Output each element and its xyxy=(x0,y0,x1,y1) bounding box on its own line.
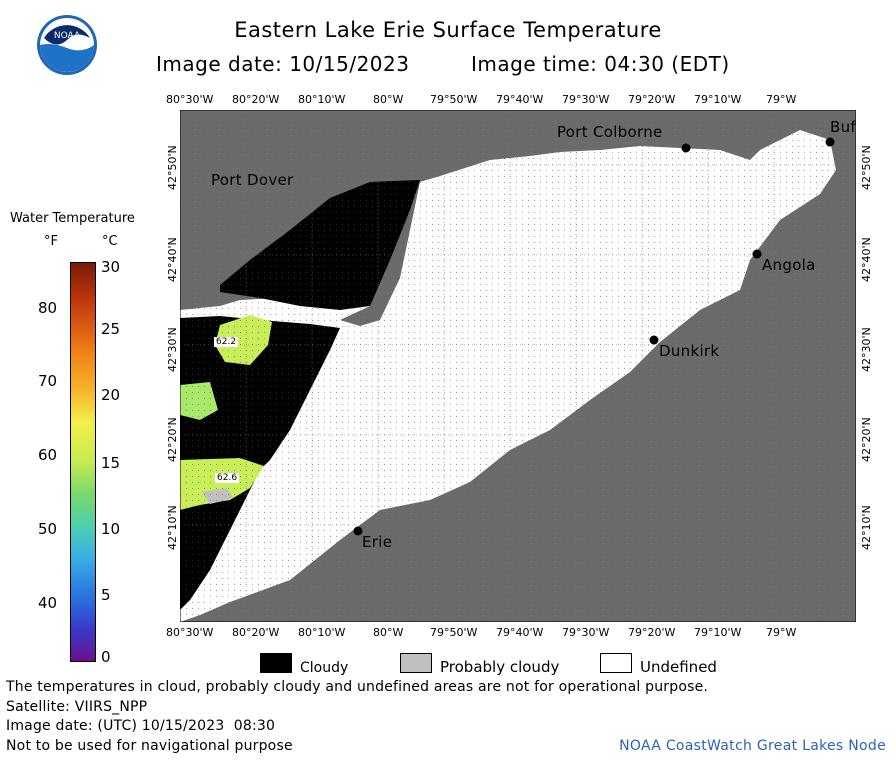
lon-label: 79°10'W xyxy=(694,626,742,639)
lon-label: 80°W xyxy=(373,626,404,639)
place-label-port-colborne: Port Colborne xyxy=(557,123,663,141)
scale-unit-f: °F xyxy=(44,234,58,249)
lon-label: 79°30'W xyxy=(562,626,610,639)
image-time: Image time: 04:30 (EDT) xyxy=(471,52,730,76)
legend-swatch-undefined xyxy=(600,653,632,673)
lon-label: 79°30'W xyxy=(562,93,610,106)
footer-disclaimer: The temperatures in cloud, probably clou… xyxy=(6,679,709,695)
lon-label: 80°W xyxy=(373,93,404,106)
lat-label: 42°10'N xyxy=(166,505,179,550)
lat-label: 42°20'N xyxy=(166,417,179,462)
temp-label: 62.2 xyxy=(214,337,239,347)
graticule xyxy=(180,110,856,622)
lon-label: 79°40'W xyxy=(496,626,544,639)
scale-unit-c: °C xyxy=(102,234,118,249)
lat-label: 42°50'N xyxy=(860,145,873,190)
lat-label: 42°50'N xyxy=(166,145,179,190)
lon-label: 79°20'W xyxy=(628,626,676,639)
lat-label: 42°40'N xyxy=(166,237,179,282)
lon-label: 79°20'W xyxy=(628,93,676,106)
temp-label: 62.6 xyxy=(215,473,240,483)
lake-map xyxy=(180,110,856,622)
place-label-buffalo: Buf xyxy=(830,118,856,136)
c-tick: 5 xyxy=(101,586,111,604)
f-tick: 70 xyxy=(38,372,58,390)
buffalo-marker xyxy=(825,137,835,147)
lon-label: 79°50'W xyxy=(430,93,478,106)
page-title: Eastern Lake Erie Surface Temperature xyxy=(234,18,662,42)
noaa-logo-text: NOAA xyxy=(54,31,81,41)
color-scale-bar xyxy=(70,262,96,662)
port-colborne-marker xyxy=(681,143,691,153)
f-tick: 80 xyxy=(38,299,58,317)
lon-label: 80°20'W xyxy=(232,93,280,106)
angola-marker xyxy=(752,249,762,259)
legend-label-undefined: Undefined xyxy=(640,658,717,676)
lon-label: 80°30'W xyxy=(166,93,214,106)
c-tick: 30 xyxy=(101,258,121,276)
noaa-logo: NOAA xyxy=(36,14,98,76)
legend-swatch-cloudy xyxy=(260,653,292,673)
lat-label: 42°40'N xyxy=(860,237,873,282)
erie-marker xyxy=(353,526,363,536)
legend-swatch-probably-cloudy xyxy=(400,653,432,673)
f-tick: 50 xyxy=(38,520,58,538)
place-label-angola: Angola xyxy=(762,256,816,274)
lon-label: 79°W xyxy=(766,626,797,639)
footer-credit: NOAA CoastWatch Great Lakes Node xyxy=(619,738,886,754)
legend-label-cloudy: Cloudy xyxy=(300,660,349,676)
c-tick: 0 xyxy=(101,648,111,666)
footer-satellite: Satellite: VIIRS_NPP xyxy=(6,699,148,715)
lat-label: 42°10'N xyxy=(860,505,873,550)
f-tick: 40 xyxy=(38,594,58,612)
place-label-dunkirk: Dunkirk xyxy=(659,342,720,360)
lon-label: 79°40'W xyxy=(496,93,544,106)
lon-label: 79°10'W xyxy=(694,93,742,106)
f-tick: 60 xyxy=(38,446,58,464)
c-tick: 10 xyxy=(101,520,121,538)
lon-label: 80°10'W xyxy=(298,626,346,639)
c-tick: 15 xyxy=(101,454,121,472)
lon-label: 79°50'W xyxy=(430,626,478,639)
scale-title: Water Temperature xyxy=(10,211,135,226)
lon-label: 79°W xyxy=(766,93,797,106)
place-label-port-dover: Port Dover xyxy=(211,171,294,189)
dunkirk-marker xyxy=(649,335,659,345)
image-date: Image date: 10/15/2023 xyxy=(156,52,410,76)
c-tick: 25 xyxy=(101,320,121,338)
lon-label: 80°20'W xyxy=(232,626,280,639)
lon-label: 80°30'W xyxy=(166,626,214,639)
legend-label-probably-cloudy: Probably cloudy xyxy=(440,658,560,676)
c-tick: 20 xyxy=(101,386,121,404)
lat-label: 42°30'N xyxy=(860,327,873,372)
footer-utc-date: Image date: (UTC) 10/15/2023 08:30 xyxy=(6,718,276,734)
place-label-erie: Erie xyxy=(362,533,393,551)
lon-label: 80°10'W xyxy=(298,93,346,106)
footer-nav-warning: Not to be used for navigational purpose xyxy=(6,738,293,754)
lat-label: 42°20'N xyxy=(860,417,873,462)
lat-label: 42°30'N xyxy=(166,327,179,372)
